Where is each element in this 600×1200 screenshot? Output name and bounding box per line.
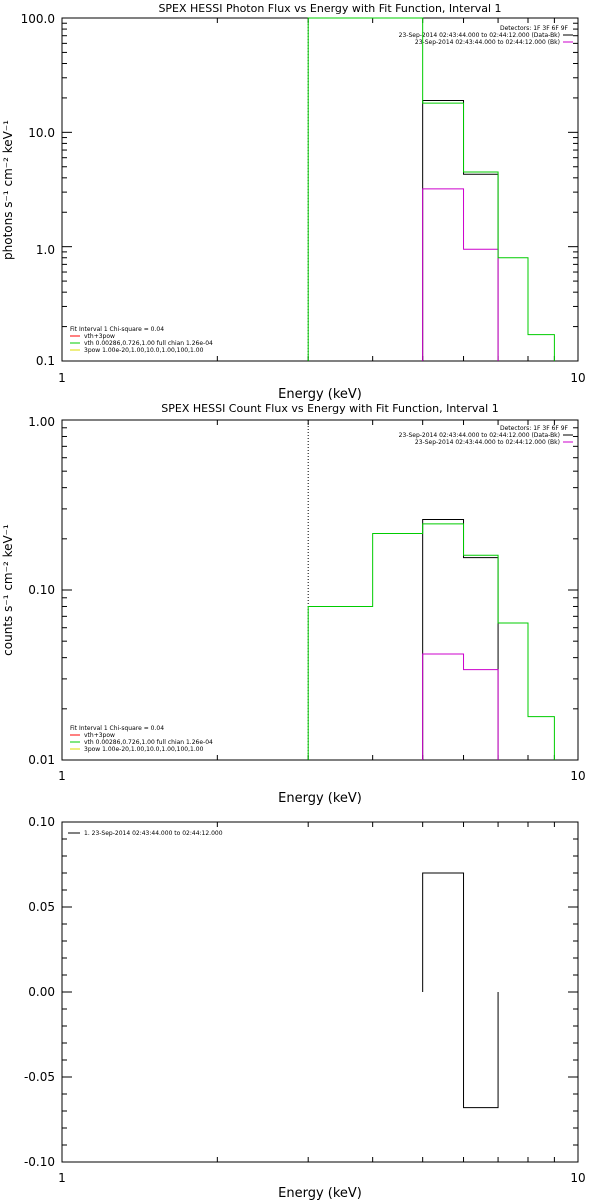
panel1-legend-data-bk: 23-Sep-2014 02:43:44.000 to 02:44:12.000… [399, 32, 560, 39]
panel2-xlabel: Energy (keV) [278, 791, 362, 806]
panel3-ytick-label-4: 0.10 [28, 815, 55, 829]
panel2-ytick-label-2: 1.00 [28, 415, 55, 429]
panel1-ytick-label-1: 1.0 [36, 243, 55, 257]
panel2-ytick-label-1: 0.10 [28, 583, 55, 597]
panel2-series-vth-3pow [307, 523, 555, 760]
panel1-legend-top: Detectors: 1F 3F 6F 9F 23-Sep-2014 02:43… [399, 25, 573, 46]
panel1-legend-bk: 23-Sep-2014 02:43:44.000 to 02:44:12.000… [415, 39, 560, 46]
panel2-legend-bk: 23-Sep-2014 02:43:44.000 to 02:44:12.000… [415, 439, 560, 446]
panel1-series-vth-3pow [307, 17, 555, 361]
panel3-xtick-label-0: 1 [58, 1171, 66, 1185]
panel2-marks [61, 419, 579, 761]
panel1-frame [61, 17, 579, 362]
panel1-marks [61, 17, 579, 362]
panel1-legend-detectors: Detectors: 1F 3F 6F 9F [500, 25, 569, 32]
panel2-xtick-label-1: 10 [570, 769, 585, 783]
residuals-panel: -0.10 -0.05 0.00 0.05 0.10 1 10 Energy (… [24, 815, 586, 1200]
panel1-xlabel: Energy (keV) [278, 387, 362, 402]
panel2-legend-fit-line-2: vth 0.00286,0.726,1.00 full chian 1.26e-… [84, 739, 213, 746]
panel2-legend-fit-line-3: 3pow 1.00e-20,1.00,10.0,1.00,100,1.00 [84, 746, 204, 753]
panel2-legend-data-bk: 23-Sep-2014 02:43:44.000 to 02:44:12.000… [399, 432, 560, 439]
panel2-legend-top: Detectors: 1F 3F 6F 9F 23-Sep-2014 02:43… [399, 425, 573, 446]
panel1-ytick-label-2: 10.0 [28, 126, 55, 140]
panel1-legend-fit-line-3: 3pow 1.00e-20,1.00,10.0,1.00,100,1.00 [84, 347, 204, 354]
panel3-ytick-label-3: 0.05 [28, 900, 55, 914]
panel1-legend-fit-line-1: vth+3pow [84, 333, 115, 340]
panel1-series-bk [422, 188, 499, 361]
panel2-series-bk [422, 653, 499, 760]
panel1-ylabel: photons s⁻¹ cm⁻² keV⁻¹ [1, 120, 15, 260]
panel2-legend-detectors: Detectors: 1F 3F 6F 9F [500, 425, 569, 432]
panel2-legend-fit-header: Fit Interval 1 Chi-square = 0.04 [70, 725, 164, 732]
panel3-xtick-label-1: 10 [570, 1171, 585, 1185]
panel3-legend-interval: 1. 23-Sep-2014 02:43:44.000 to 02:44:12.… [84, 830, 223, 837]
panel3-ytick-label-2: 0.00 [28, 985, 55, 999]
panel1-ytick-label-3: 100.0 [21, 12, 55, 26]
panel1-legend-fit: Fit Interval 1 Chi-square = 0.04 vth+3po… [70, 326, 213, 354]
panel2-legend-fit-line-1: vth+3pow [84, 732, 115, 739]
count-flux-panel: SPEX HESSI Count Flux vs Energy with Fit… [1, 402, 586, 806]
panel1-xtick-label-1: 10 [570, 371, 585, 385]
panel3-ytick-label-0: -0.10 [24, 1155, 55, 1169]
panel3-frame [61, 821, 579, 1163]
panel3-legend-top: 1. 23-Sep-2014 02:43:44.000 to 02:44:12.… [68, 830, 223, 837]
photon-flux-panel: SPEX HESSI Photon Flux vs Energy with Fi… [1, 2, 586, 402]
panel2-title: SPEX HESSI Count Flux vs Energy with Fit… [161, 402, 498, 415]
panel3-series-residuals [422, 872, 499, 1109]
panel2-ylabel: counts s⁻¹ cm⁻² keV⁻¹ [1, 524, 15, 656]
panel3-xlabel: Energy (keV) [278, 1186, 362, 1200]
panel2-legend-fit: Fit Interval 1 Chi-square = 0.04 vth+3po… [70, 725, 213, 753]
panel1-title: SPEX HESSI Photon Flux vs Energy with Fi… [158, 2, 501, 15]
panel2-ytick-label-0: 0.01 [28, 753, 55, 767]
panel1-legend-fit-line-2: vth 0.00286,0.726,1.00 full chian 1.26e-… [84, 340, 213, 347]
panel3-ytick-label-1: -0.05 [24, 1070, 55, 1084]
panel1-xtick-label-0: 1 [58, 371, 66, 385]
panel1-ytick-label-0: 0.1 [36, 354, 55, 368]
panel1-legend-fit-header: Fit Interval 1 Chi-square = 0.04 [70, 326, 164, 333]
panel1-series-data-bk [422, 99, 499, 361]
panel2-xtick-label-0: 1 [58, 769, 66, 783]
panel3-marks [61, 821, 579, 1163]
panel2-frame [61, 419, 579, 761]
